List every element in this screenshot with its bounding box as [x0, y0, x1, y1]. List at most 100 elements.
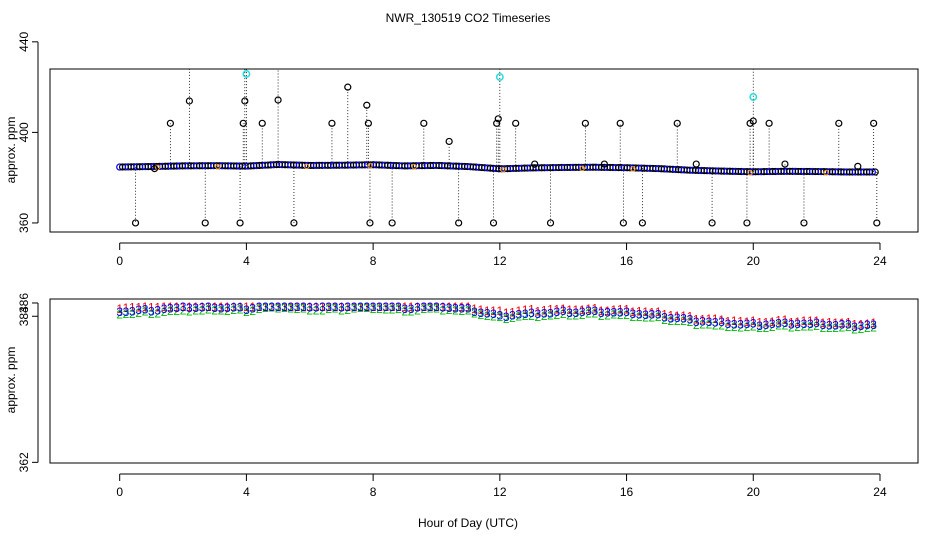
series-2-point: 2 — [718, 319, 725, 333]
series-2-point: 2 — [712, 318, 719, 332]
spike-point — [236, 219, 244, 227]
series-3-point: 3 — [192, 301, 199, 315]
series-3-point: 3 — [211, 301, 218, 315]
series-3-point: 3 — [788, 318, 795, 332]
series-2-point: 2 — [832, 321, 839, 335]
series-2-point: 2 — [636, 310, 643, 324]
spike-point — [344, 83, 352, 91]
series-2-point: 2 — [845, 320, 852, 334]
series-1-point: 1 — [699, 312, 706, 326]
series-2-point: 2 — [655, 310, 662, 324]
spike-point — [494, 115, 502, 123]
baseline-point-orange — [747, 170, 753, 176]
series-3-point: 3 — [446, 301, 453, 315]
top-y-tick-label: 440 — [17, 32, 31, 52]
series-3-point: 3 — [123, 305, 130, 319]
series-3-point: 3 — [832, 318, 839, 332]
series-1-point: 1 — [801, 314, 808, 328]
series-3-point: 3 — [763, 318, 770, 332]
series-1-point: 1 — [123, 301, 130, 315]
series-1-point: 1 — [744, 315, 751, 329]
series-1-point: 1 — [338, 300, 345, 314]
series-2-point: 2 — [211, 304, 218, 318]
spike-point — [512, 119, 520, 127]
spike-point — [619, 219, 627, 227]
series-3-point: 3 — [275, 300, 282, 314]
series-2-point: 2 — [389, 303, 396, 317]
series-3-point: 3 — [598, 306, 605, 320]
series-2-point: 2 — [858, 322, 865, 336]
series-3-point: 3 — [294, 300, 301, 314]
series-1-point: 1 — [687, 309, 694, 323]
series-3-point: 3 — [281, 300, 288, 314]
series-3-point: 3 — [813, 316, 820, 330]
series-3-point: 3 — [243, 303, 250, 317]
top-y-tick-label: 360 — [17, 213, 31, 233]
series-3-point: 3 — [604, 305, 611, 319]
series-1-point: 1 — [484, 304, 491, 318]
series-2-point: 2 — [186, 304, 193, 318]
top-x-tick-label: 4 — [243, 254, 250, 268]
series-2-point: 2 — [706, 318, 713, 332]
series-3-point: 3 — [756, 319, 763, 333]
series-2-point: 2 — [750, 319, 757, 333]
series-1-point: 1 — [756, 316, 763, 330]
series-3-point: 3 — [674, 311, 681, 325]
series-3-point: 3 — [382, 300, 389, 314]
series-1-point: 1 — [414, 300, 421, 314]
series-1-point: 1 — [598, 304, 605, 318]
spike-point — [708, 219, 716, 227]
series-1-point: 1 — [186, 300, 193, 314]
series-2-point: 2 — [554, 308, 561, 322]
series-2-point: 2 — [794, 320, 801, 334]
series-1-point: 1 — [332, 300, 339, 314]
series-1-point: 1 — [281, 300, 288, 314]
series-1-point: 1 — [737, 315, 744, 329]
series-3-point: 3 — [630, 307, 637, 321]
top-x-tick-label: 16 — [620, 254, 634, 268]
series-1-point: 1 — [465, 300, 472, 314]
series-2-point: 2 — [458, 304, 465, 318]
series-2-point: 2 — [205, 303, 212, 317]
series-3-point: 3 — [414, 301, 421, 315]
series-3-point: 3 — [864, 318, 871, 332]
series-1-point: 1 — [788, 315, 795, 329]
series-3-point: 3 — [642, 308, 649, 322]
series-2-point: 2 — [630, 310, 637, 324]
series-1-point: 1 — [522, 303, 529, 317]
spike-point — [870, 119, 878, 127]
series-3-point: 3 — [116, 305, 123, 319]
series-2-point: 2 — [224, 304, 231, 318]
bottom-y-tick-label: 362 — [17, 452, 31, 472]
series-1-point: 1 — [287, 300, 294, 314]
series-3-point: 3 — [845, 318, 852, 332]
top-y-axis: 360 400 440 — [17, 32, 39, 233]
series-2-point: 2 — [129, 307, 136, 321]
series-2-point: 2 — [325, 302, 332, 316]
series-2-point: 2 — [173, 304, 180, 318]
series-2-point: 2 — [782, 319, 789, 333]
series-1-point: 1 — [706, 312, 713, 326]
series-2-point: 2 — [737, 320, 744, 334]
series-2-point: 2 — [446, 303, 453, 317]
series-3-point: 3 — [851, 320, 858, 334]
series-3-point: 3 — [490, 307, 497, 321]
series-1-point: 1 — [154, 300, 161, 314]
series-3-point: 3 — [135, 303, 142, 317]
series-1-point: 1 — [205, 300, 212, 314]
spike-point — [854, 162, 862, 170]
series-2-point: 2 — [313, 304, 320, 318]
series-3-point: 3 — [313, 301, 320, 315]
spike-point — [290, 219, 298, 227]
series-1-point: 1 — [655, 305, 662, 319]
series-1-point: 1 — [851, 317, 858, 331]
series-1-point: 1 — [408, 300, 415, 314]
bottom-y-axis-label: approx. ppm — [4, 347, 18, 414]
series-3-point: 3 — [661, 311, 668, 325]
spike-point — [258, 119, 266, 127]
spike-point — [366, 219, 374, 227]
series-3-point: 3 — [623, 305, 630, 319]
series-1-point: 1 — [275, 300, 282, 314]
bottom-plot-frame — [49, 298, 919, 464]
